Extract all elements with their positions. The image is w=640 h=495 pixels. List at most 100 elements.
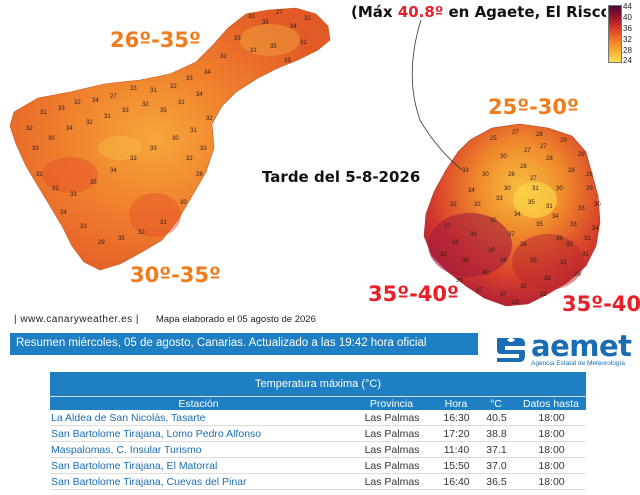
station-temperature-value: 39	[462, 258, 469, 264]
station-temperature-value: 29	[586, 172, 593, 178]
station-temperature-value: 34	[290, 24, 297, 30]
station-temperature-value: 32	[206, 116, 213, 122]
station-temperature-value: 27	[524, 148, 531, 154]
station-temperature-value: 37	[476, 288, 483, 294]
legend-tick: 40	[623, 13, 632, 22]
station-temperature-value: 31	[584, 236, 591, 242]
station-temperature-value: 32	[170, 84, 177, 90]
website-link[interactable]: | www.canaryweather.es |	[14, 314, 140, 325]
data-until: 18:00	[516, 473, 586, 490]
province: Las Palmas	[347, 425, 436, 442]
station-temperature-value: 33	[32, 146, 39, 152]
gran-canaria-south-range: 35º-40º	[562, 292, 640, 316]
station-temperature-value: 31	[250, 48, 257, 54]
data-until: 18:00	[516, 410, 586, 426]
table-row: San Bartolome Tirajana, El Matorral Las P…	[50, 457, 586, 474]
station-temperature-value: 35	[490, 218, 497, 224]
temperature-color-legend: 44 40 36 32 28 24	[606, 2, 638, 65]
station-temperature-value: 27	[512, 130, 519, 136]
gran-canaria-hot-area	[428, 213, 512, 277]
station-temperature-value: 33	[58, 106, 65, 112]
station-temperature-value: 33	[578, 206, 585, 212]
station-temperature-value: 34	[514, 212, 521, 218]
station-temperature-value: 32	[540, 292, 547, 298]
station-temperature-value: 32	[304, 16, 311, 22]
station-temperature-value: 33	[130, 86, 137, 92]
station-temperature-value: 28	[568, 168, 575, 174]
table-row: San Bartolome Tirajana, Cuevas del Pinar…	[50, 473, 586, 490]
station-temperature-value: 28	[520, 164, 527, 170]
station-temperature-value: 33	[150, 146, 157, 152]
station-name[interactable]: San Bartolome Tirajana, Cuevas del Pinar	[50, 473, 347, 490]
temperature: 38.8	[476, 425, 516, 442]
station-temperature-value: 34	[66, 126, 73, 132]
time: 11:40	[436, 441, 476, 458]
temperature: 36.5	[476, 473, 516, 490]
station-temperature-value: 38	[544, 276, 551, 282]
gran-canaria-hot-area	[512, 234, 584, 290]
tenerife-station-values: 33 35 27 34 32 33 31 35 33 31 32 34 33 32 31 33 27 34 32 33…	[26, 10, 311, 246]
legend-tick: 36	[623, 24, 632, 33]
station-temperature-value: 37	[444, 224, 451, 230]
summary-bar: Resumen miércoles, 05 de agosto, Canaria…	[10, 333, 478, 355]
station-name[interactable]: San Bartolome Tirajana, Lomo Pedro Alfon…	[50, 425, 347, 442]
station-temperature-value: 33	[234, 36, 241, 42]
station-temperature-value: 40	[482, 270, 489, 276]
data-until: 18:00	[516, 425, 586, 442]
station-temperature-value: 27	[110, 94, 117, 100]
station-temperature-value: 35	[90, 180, 97, 186]
tenerife-hot-area	[240, 24, 300, 56]
header-province: Provincia	[347, 397, 436, 410]
station-name[interactable]: Maspalomas, C. Insular Turismo	[50, 441, 347, 458]
station-temperature-value: 38	[452, 240, 459, 246]
station-temperature-value: 27	[530, 176, 537, 182]
station-temperature-value: 30	[180, 200, 187, 206]
station-temperature-value: 32	[186, 156, 193, 162]
station-temperature-value: 39	[470, 232, 477, 238]
station-name[interactable]: La Aldea de San Nicolás, Tasarte	[50, 410, 347, 426]
station-temperature-value: 31	[52, 186, 59, 192]
station-temperature-value: 29	[578, 152, 585, 158]
tenerife-north-range: 26º-35º	[110, 28, 201, 52]
station-temperature-value: 33	[462, 168, 469, 174]
tenerife-hot-area	[129, 193, 181, 237]
station-temperature-value: 31	[546, 204, 553, 210]
station-temperature-value: 29	[512, 300, 519, 306]
station-temperature-value: 32	[220, 54, 227, 60]
station-temperature-value: 35	[536, 222, 543, 228]
station-temperature-value: 30	[594, 202, 601, 208]
tenerife-hot-area	[98, 136, 142, 160]
max-temperature-table: Temperatura máxima (°C) Estación Provinc…	[50, 372, 586, 490]
station-temperature-value: 28	[536, 132, 543, 138]
tenerife-island	[9, 7, 331, 271]
station-temperature-value: 35	[160, 108, 167, 114]
station-temperature-value: 31	[300, 40, 307, 46]
table-header-row: Estación Provincia Hora °C Datos hasta	[50, 397, 586, 410]
station-temperature-value: 35	[528, 200, 535, 206]
station-temperature-value: 32	[26, 126, 33, 132]
station-temperature-value: 32	[130, 156, 137, 162]
station-temperature-value: 29	[586, 186, 593, 192]
station-temperature-value: 36	[530, 258, 537, 264]
province: Las Palmas	[347, 457, 436, 474]
legend-tick: 44	[623, 2, 632, 11]
station-temperature-value: 35	[118, 236, 125, 242]
header-station: Estación	[50, 397, 347, 410]
station-temperature-value: 38	[488, 248, 495, 254]
station-temperature-value: 36	[456, 278, 463, 284]
station-temperature-value: 37	[508, 232, 515, 238]
station-temperature-value: 28	[508, 172, 515, 178]
station-temperature-value: 33	[248, 14, 255, 20]
station-name[interactable]: San Bartolome Tirajana, El Matorral	[50, 457, 347, 474]
legend-tick: 28	[623, 46, 632, 55]
data-until: 18:00	[516, 457, 586, 474]
station-temperature-value: 33	[496, 196, 503, 202]
station-temperature-value: 33	[560, 260, 567, 266]
station-temperature-value: 36	[520, 284, 527, 290]
legend-tick: 32	[623, 35, 632, 44]
data-until: 18:00	[516, 441, 586, 458]
temperature-map: 33 35 27 34 32 33 31 35 33 31 32 34 33 32 31 33 27 34 32 33…	[9, 7, 601, 307]
station-temperature-value: 30	[48, 136, 55, 142]
map-note: Mapa elaborado el 05 agosto de 2026	[155, 314, 316, 325]
gran-canaria-west-range: 35º-40º	[368, 282, 459, 306]
